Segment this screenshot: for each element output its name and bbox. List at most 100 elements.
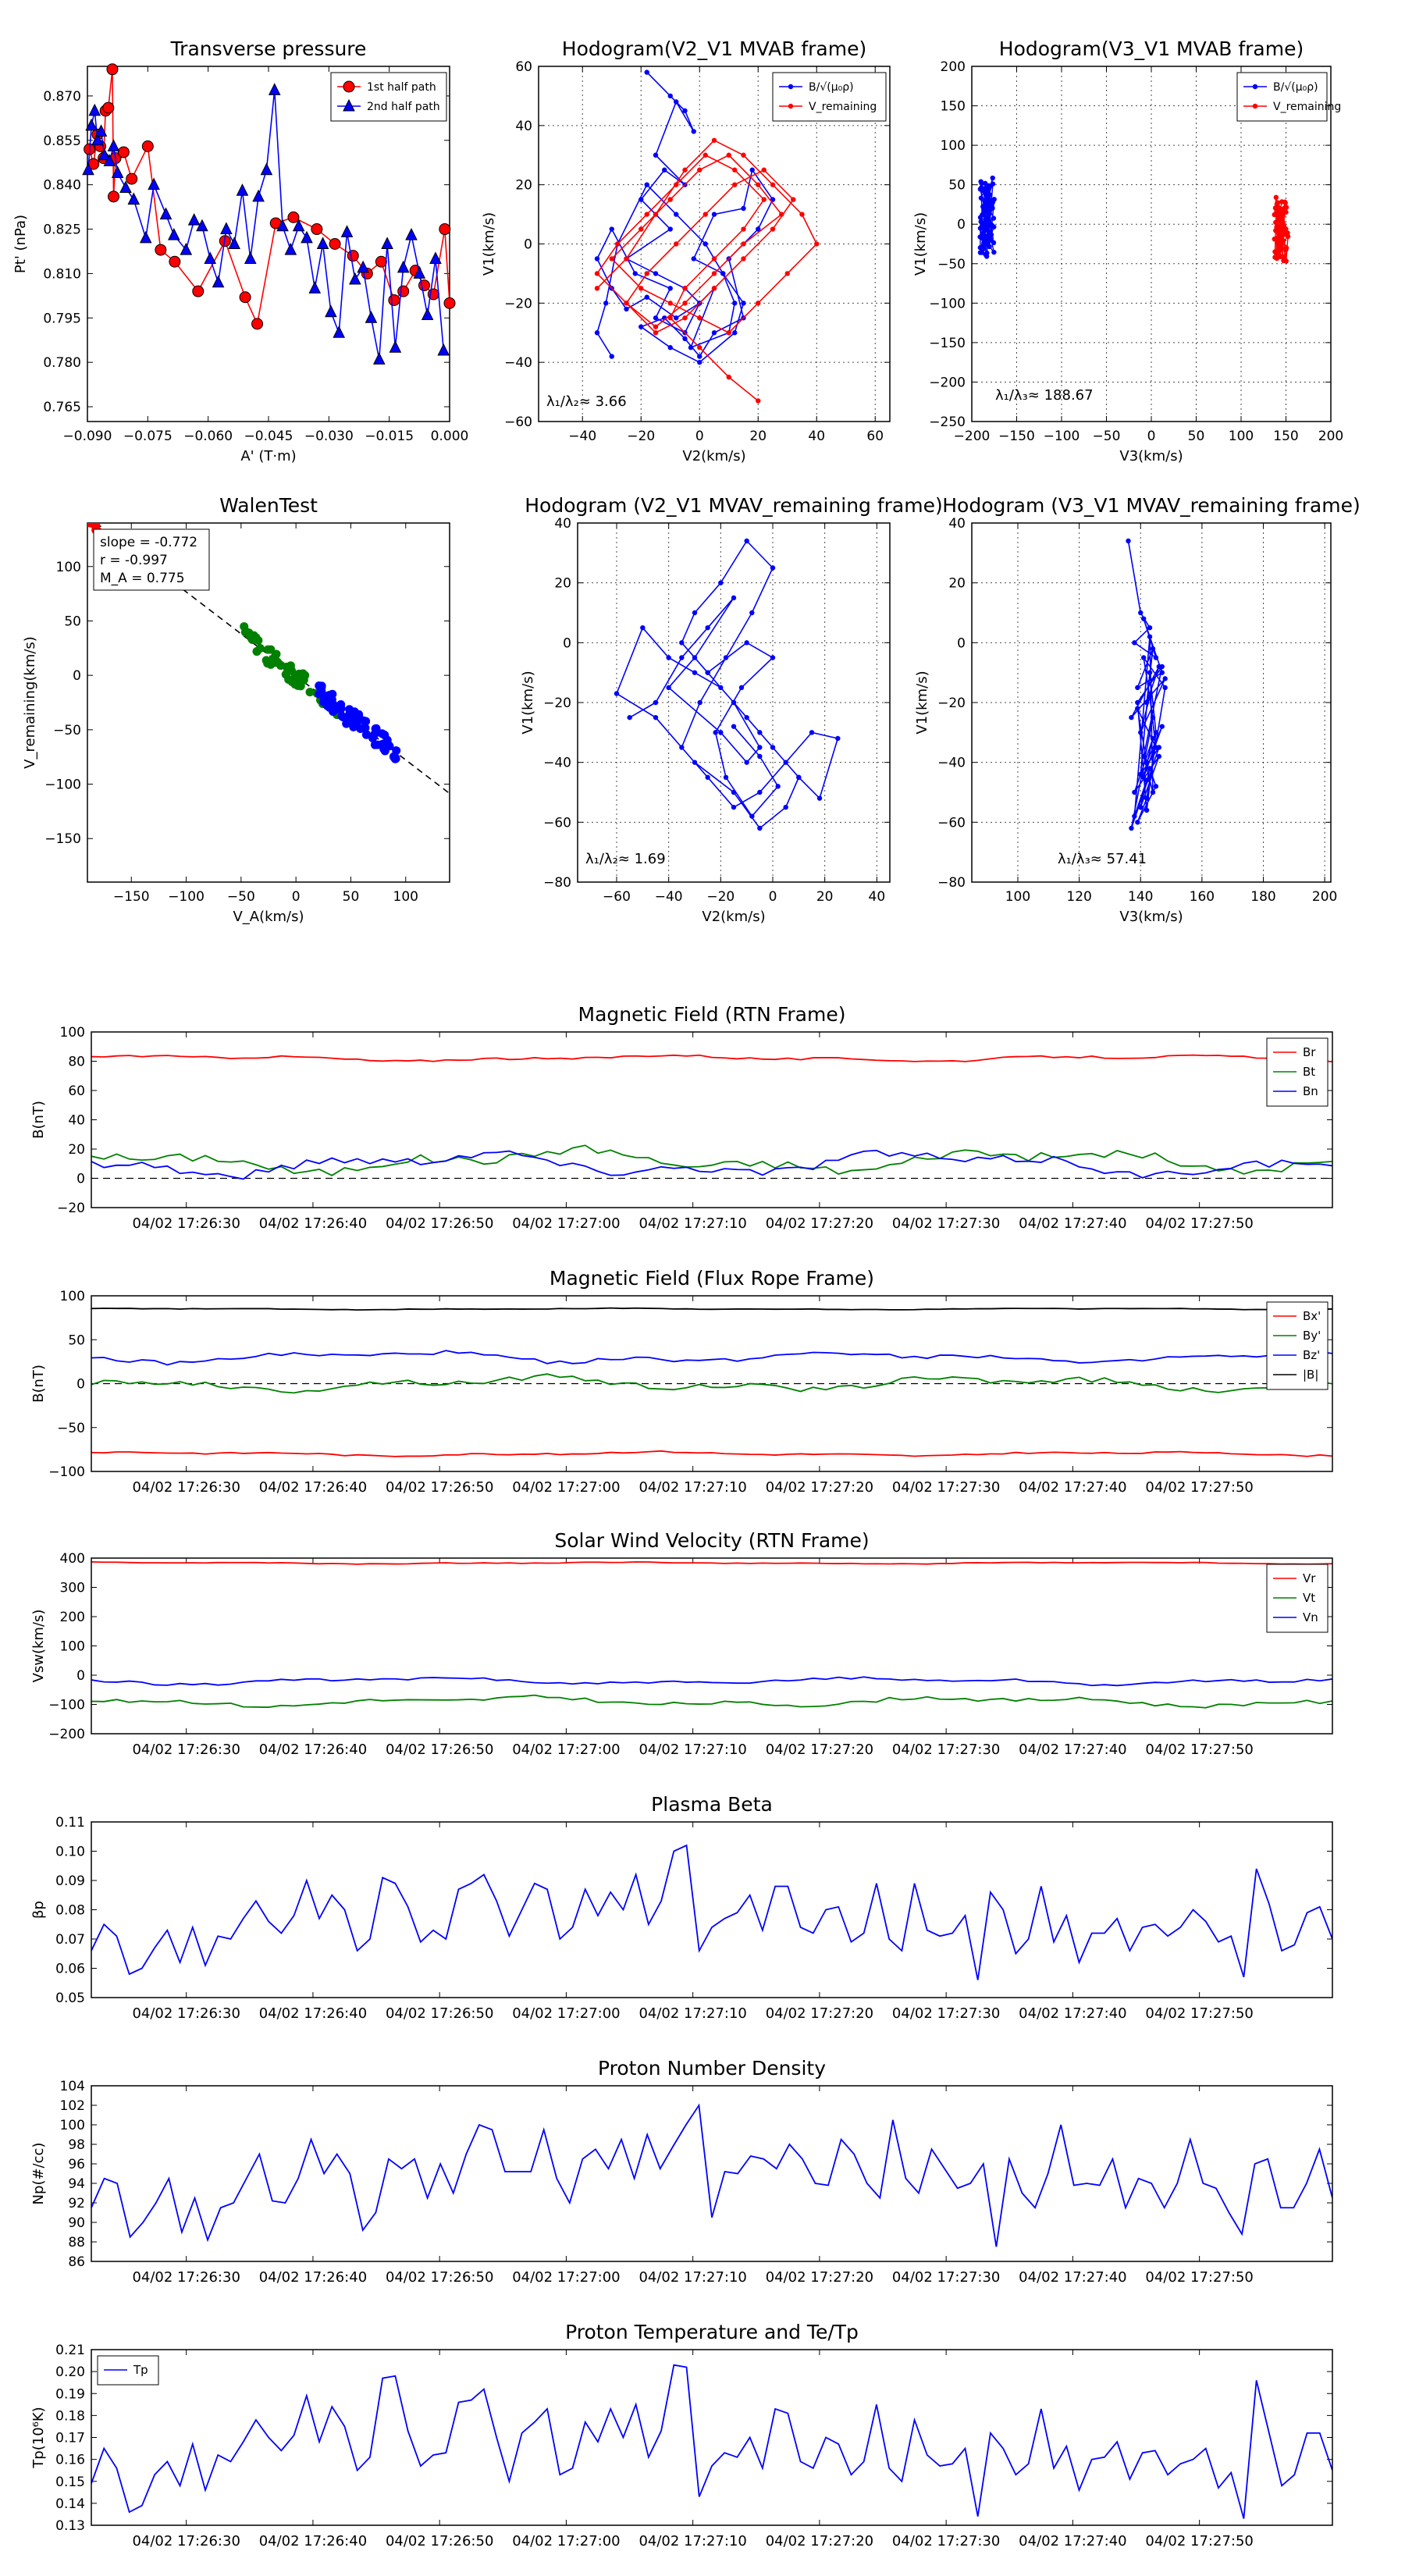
plot-frame	[91, 2085, 1333, 2262]
series-blue-point	[653, 315, 659, 321]
x-tick-label: 04/02 17:27:40	[1019, 1479, 1126, 1496]
y-tick-label: 40	[68, 1113, 85, 1129]
series-blue-point	[653, 271, 659, 276]
series-blue-point	[139, 230, 152, 244]
series-blue-point	[666, 685, 671, 691]
cluster-point	[1272, 237, 1277, 242]
cluster-point	[990, 175, 995, 181]
x-tick-label: 04/02 17:27:20	[766, 1742, 873, 1758]
y-tick-label: −200	[929, 375, 966, 390]
series-blue-point	[127, 192, 140, 205]
series-blue-point	[1144, 760, 1150, 765]
series-blue-point	[397, 260, 410, 273]
x-tick-label: 50	[1188, 429, 1205, 444]
series-blue-point	[667, 93, 673, 99]
y-tick-label: 40	[515, 119, 532, 134]
series-red-point	[667, 315, 673, 321]
series-blue-point	[159, 207, 173, 220]
x-tick-label: 20	[816, 889, 834, 905]
x-tick-label: 04/02 17:27:30	[892, 2005, 1000, 2022]
series-red-point	[741, 241, 746, 247]
series-red-point	[644, 212, 649, 217]
legend-label: Br	[1303, 1045, 1316, 1059]
x-tick-label: 04/02 17:26:50	[386, 1215, 493, 1232]
series-red-point	[770, 182, 776, 187]
series-blue-point	[731, 789, 737, 795]
chart-title: Transverse pressure	[170, 37, 367, 60]
series-blue-point	[1153, 730, 1159, 735]
series-line-Np	[91, 2103, 1332, 2247]
series-blue-point	[679, 655, 685, 660]
chart-title: Hodogram (V2_V1 MVAV_remaining frame)	[525, 494, 943, 517]
series-red-point	[702, 152, 708, 158]
cluster-point	[980, 204, 986, 209]
series-blue-point	[731, 699, 737, 706]
x-tick-label: 200	[1312, 889, 1337, 905]
walen-point	[361, 717, 371, 726]
x-axis-label: V3(km/s)	[1119, 909, 1183, 925]
series-blue-point	[731, 595, 737, 601]
walen-point	[269, 658, 279, 667]
y-axis-label: V1(km/s)	[912, 212, 929, 276]
y-tick-label: −250	[929, 415, 966, 430]
series-blue-point	[594, 256, 600, 262]
x-tick-label: −50	[1093, 429, 1121, 444]
series-blue-point	[82, 162, 94, 176]
walen-point	[317, 681, 326, 691]
y-tick-label: 0.810	[43, 266, 81, 282]
y-tick-label: −100	[929, 296, 966, 311]
walen-point	[263, 645, 272, 654]
y-tick-label: 0.18	[55, 2408, 85, 2424]
series-blue-point	[609, 354, 614, 359]
plot-frame	[971, 66, 1332, 422]
x-tick-label: 04/02 17:27:20	[766, 2533, 873, 2549]
legend-label: By'	[1303, 1329, 1321, 1343]
y-tick-label: 60	[68, 1083, 85, 1099]
y-tick-label: 94	[68, 2176, 85, 2192]
y-tick-label: 0.870	[43, 89, 81, 105]
series-blue-point	[702, 241, 708, 247]
series-blue-point	[644, 69, 649, 75]
series-blue-point	[148, 177, 160, 190]
series-red-point	[653, 330, 659, 336]
series-blue-point	[770, 565, 776, 571]
series-red-point	[711, 271, 717, 276]
x-tick-label: 04/02 17:27:30	[892, 1215, 1000, 1232]
series-blue-point	[816, 795, 823, 801]
x-tick-label: 160	[1190, 889, 1215, 905]
series-red-point	[594, 271, 600, 276]
y-axis-label: V1(km/s)	[520, 671, 536, 734]
y-tick-label: 0.17	[55, 2431, 85, 2446]
series-blue-point	[691, 256, 696, 262]
series-blue-point	[1138, 730, 1144, 735]
series-blue-point	[308, 281, 322, 294]
y-tick-label: 0	[563, 635, 571, 651]
series-red-point	[609, 256, 614, 262]
cluster-point	[978, 219, 984, 225]
series-blue-point	[1140, 616, 1147, 621]
cluster-point	[981, 241, 987, 247]
series-blue-point	[1153, 784, 1159, 789]
y-tick-label: 50	[64, 614, 81, 629]
chart-mag_fr: Magnetic Field (Flux Rope Frame) 04/02 17…	[30, 1267, 1333, 1496]
y-tick-label: 0	[76, 1668, 85, 1684]
series-blue-point	[674, 315, 679, 321]
eigen-ratio: λ₁/λ₂≈ 3.66	[546, 393, 627, 410]
series-blue-point	[666, 655, 671, 660]
series-red-point	[667, 197, 673, 202]
y-tick-label: 0	[73, 668, 81, 684]
series-blue-point	[738, 685, 745, 691]
series-red-point	[697, 345, 702, 350]
series-blue-point	[103, 154, 116, 166]
series-blue-point	[749, 610, 755, 616]
series-blue-point	[389, 340, 402, 353]
x-tick-label: 04/02 17:27:50	[1145, 1479, 1253, 1496]
x-tick-label: −100	[168, 889, 205, 905]
chart-title: Hodogram(V3_V1 MVAB frame)	[999, 37, 1304, 60]
chart-title: Magnetic Field (Flux Rope Frame)	[550, 1267, 874, 1290]
y-tick-label: 0.20	[55, 2364, 85, 2380]
chart-title: Proton Number Density	[598, 2057, 826, 2080]
y-tick-label: 86	[68, 2254, 85, 2270]
y-tick-label: 60	[515, 59, 532, 75]
y-axis-label: V1(km/s)	[481, 212, 497, 276]
